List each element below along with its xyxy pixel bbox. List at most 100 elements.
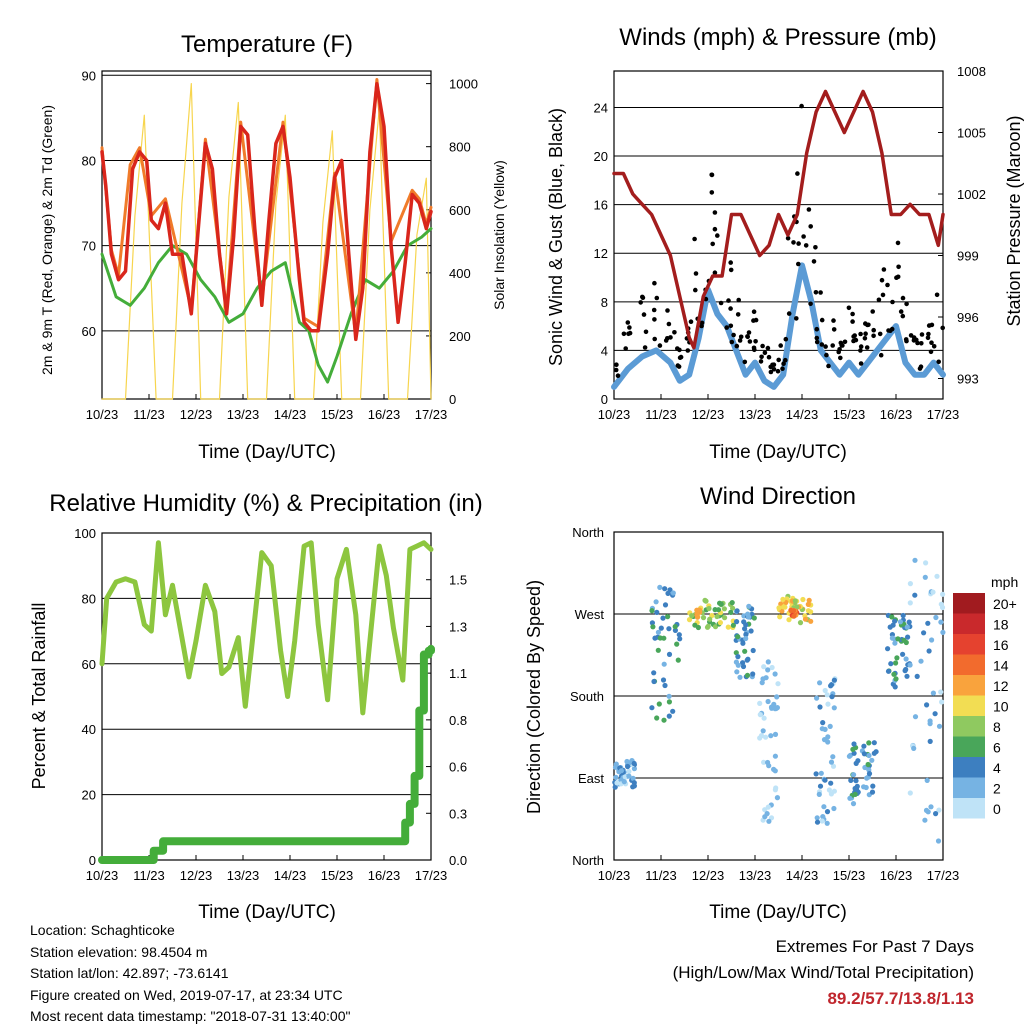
direction-point — [666, 713, 672, 719]
gust-point — [852, 333, 857, 338]
x-tick-label: 11/23 — [645, 868, 677, 883]
direction-point — [825, 739, 831, 745]
gust-point — [760, 343, 765, 349]
gust-point — [638, 300, 643, 305]
direction-point — [871, 750, 877, 756]
gust-point — [712, 226, 718, 232]
gust-point — [715, 233, 720, 238]
direction-point — [922, 817, 928, 823]
gust-point — [712, 210, 718, 215]
speed-legend-swatch — [953, 757, 985, 778]
direction-point — [748, 628, 754, 634]
gust-point — [863, 331, 868, 337]
direction-point — [923, 560, 929, 566]
station-elevation: Station elevation: 98.4504 m — [30, 943, 208, 960]
gust-point — [752, 347, 757, 353]
direction-point — [895, 636, 901, 642]
direction-point — [792, 598, 798, 604]
direction-point — [742, 626, 748, 632]
x-tick-label: 13/23 — [227, 407, 260, 422]
gust-point — [753, 339, 758, 344]
gust-point — [778, 343, 783, 348]
gust-point — [766, 354, 772, 360]
direction-point — [631, 760, 637, 767]
gust-point — [862, 336, 868, 341]
direction-point — [805, 608, 812, 614]
gust-point — [654, 295, 660, 301]
gust-point — [672, 330, 677, 335]
direction-point — [939, 699, 945, 705]
direction-point — [901, 637, 907, 643]
precip-y-tick-label: 0.0 — [449, 853, 467, 868]
direction-point — [907, 790, 913, 796]
direction-point — [765, 698, 771, 705]
direction-point — [870, 783, 876, 789]
solar-right-axis-label: Solar Insolation (Yellow) — [491, 160, 507, 310]
direction-point — [777, 614, 783, 620]
direction-point — [651, 670, 657, 676]
gust-point — [919, 341, 924, 346]
direction-point — [661, 661, 667, 667]
station-info: Location: Schaghticoke Station elevation… — [30, 920, 350, 1028]
sonic-wind-line — [611, 262, 946, 390]
relative-humidity-line — [99, 540, 434, 716]
direction-point — [806, 597, 812, 603]
x-tick-label: 13/23 — [739, 407, 772, 422]
direction-point — [869, 757, 875, 763]
direction-point — [940, 629, 946, 636]
direction-point — [889, 635, 896, 641]
direction-point — [651, 678, 657, 685]
solar-y-tick-label: 0 — [449, 392, 456, 407]
gust-point — [900, 313, 906, 319]
direction-point — [930, 589, 936, 595]
direction-point — [794, 604, 800, 610]
gust-point — [710, 241, 715, 247]
direction-point — [829, 694, 835, 700]
direction-point — [730, 622, 737, 628]
winds-panel: Winds (mph) & Pressure (mb) Sonic Wind &… — [546, 24, 1024, 463]
direction-point — [654, 609, 660, 616]
speed-legend-label: 14 — [993, 658, 1009, 674]
x-tick-label: 13/23 — [227, 868, 260, 883]
direction-point — [772, 787, 779, 793]
gust-point — [811, 259, 817, 264]
gust-point — [765, 345, 771, 351]
temperature-y-tick-label: 70 — [82, 239, 96, 254]
speed-legend-label: 10 — [993, 699, 1009, 715]
direction-point — [666, 693, 672, 699]
direction-point — [757, 712, 763, 718]
direction-point — [893, 676, 899, 682]
gust-point — [796, 241, 801, 246]
direction-point — [869, 789, 876, 795]
direction-point — [922, 574, 928, 580]
gust-point — [915, 340, 920, 346]
x-tick-label: 16/23 — [368, 407, 401, 422]
direction-point — [853, 778, 859, 784]
direction-point — [780, 596, 786, 603]
x-tick-label: 10/23 — [86, 407, 119, 422]
solar-y-tick-label: 600 — [449, 203, 471, 218]
direction-point — [658, 625, 664, 631]
direction-point — [851, 772, 857, 778]
x-tick-label: 15/23 — [321, 868, 354, 883]
direction-y-tick-label: North — [572, 853, 604, 868]
gust-point — [806, 207, 812, 212]
direction-point — [802, 616, 809, 622]
gust-point — [838, 340, 844, 346]
gust-point — [729, 339, 735, 345]
gust-point — [742, 359, 748, 365]
pressure-y-tick-label: 993 — [957, 372, 979, 387]
direction-point — [630, 784, 636, 790]
x-tick-label: 10/23 — [598, 407, 631, 422]
direction-point — [822, 687, 828, 694]
direction-point — [717, 600, 723, 606]
gust-point — [783, 336, 789, 342]
direction-point — [820, 720, 826, 726]
gust-point — [931, 344, 937, 349]
direction-point — [655, 629, 662, 635]
speed-legend-label: 0 — [993, 801, 1001, 817]
temperature-x-axis-label: Time (Day/UTC) — [198, 442, 336, 463]
direction-point — [667, 587, 673, 593]
direction-point — [761, 759, 767, 765]
x-tick-label: 17/23 — [415, 407, 448, 422]
